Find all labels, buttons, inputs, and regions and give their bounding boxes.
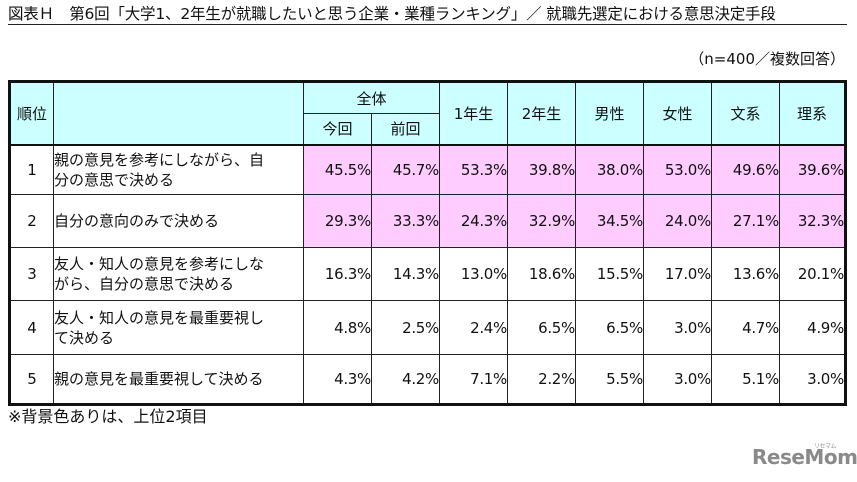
label-line: 親の意見を最重要視して決める [54,370,264,388]
value-year1: 2.4% [439,300,508,355]
logo-text: ReseMom [752,445,857,469]
value-year2: 32.9% [507,194,576,248]
table-row: 4 友人・知人の意見を最重要視し て決める 4.8% 2.5% 2.4% 6.5%… [9,300,846,355]
value-humanities: 4.7% [711,300,780,355]
value-year1: 24.3% [439,194,508,248]
rank-cell: 5 [9,354,54,405]
label-cell: 自分の意向のみで決める [53,194,304,248]
label-line: 自分の意向のみで決める [54,212,220,230]
label-line: 友人・知人の意見を最重要視し [54,308,265,327]
value-science: 39.6% [779,144,846,195]
value-previous: 2.5% [371,300,440,355]
footnote: ※背景色ありは、上位2項目 [8,407,208,426]
value-year2: 2.2% [507,354,576,405]
value-female: 3.0% [643,354,712,405]
rank-cell: 1 [9,144,54,195]
value-year1: 7.1% [439,354,508,405]
value-male: 34.5% [575,194,644,248]
title-underline [8,24,847,25]
logo-kana: リセマム [814,443,837,450]
value-male: 15.5% [575,247,644,301]
header-year1: 1年生 [439,81,508,146]
header-female: 女性 [643,81,712,146]
label-line: 親の意見を参考にしながら、自 [54,150,265,169]
header-previous: 前回 [371,113,440,146]
value-female: 53.0% [643,144,712,195]
table-row: 5 親の意見を最重要視して決める 4.3% 4.2% 7.1% 2.2% 5.5… [9,354,846,405]
value-female: 24.0% [643,194,712,248]
value-year2: 18.6% [507,247,576,301]
figure-title: 図表Ｈ 第6回「大学1、2年生が就職したいと思う企業・業種ランキング」／ 就職先… [8,5,776,23]
header-year2: 2年生 [507,81,576,146]
label-cell: 親の意見を最重要視して決める [53,354,304,405]
resemom-logo: ReseMom リセマム [752,443,857,469]
value-humanities: 5.1% [711,354,780,405]
label-line: がら、自分の意思で決める [54,275,235,293]
value-humanities: 13.6% [711,247,780,301]
value-male: 5.5% [575,354,644,405]
value-science: 20.1% [779,247,846,301]
value-current: 4.3% [303,354,372,405]
header-science: 理系 [779,81,846,146]
value-humanities: 27.1% [711,194,780,248]
value-current: 16.3% [303,247,372,301]
sample-size-note: （n=400／複数回答） [689,50,845,68]
header-male: 男性 [575,81,644,146]
value-year2: 39.8% [507,144,576,195]
label-line: て決める [54,328,115,347]
table-row: 2 自分の意向のみで決める 29.3% 33.3% 24.3% 32.9% 34… [9,194,846,248]
rank-cell: 2 [9,194,54,248]
value-male: 6.5% [575,300,644,355]
value-science: 32.3% [779,194,846,248]
header-humanities: 文系 [711,81,780,146]
header-current: 今回 [303,113,372,146]
value-year1: 53.3% [439,144,508,195]
table-row: 1 親の意見を参考にしながら、自 分の意思で決める 45.5% 45.7% 53.… [9,144,846,195]
value-female: 17.0% [643,247,712,301]
value-current: 45.5% [303,144,372,195]
value-current: 4.8% [303,300,372,355]
value-year1: 13.0% [439,247,508,301]
header-rank: 順位 [9,81,54,146]
ranking-table: 順位 全体 1年生 2年生 男性 女性 文系 理系 今回 前回 1 親の意見を参… [8,80,847,406]
value-current: 29.3% [303,194,372,248]
value-science: 3.0% [779,354,846,405]
value-previous: 45.7% [371,144,440,195]
rank-cell: 3 [9,247,54,301]
label-line: 分の意思で決める [54,170,175,189]
value-previous: 33.3% [371,194,440,248]
label-cell: 友人・知人の意見を最重要視し て決める [53,300,304,355]
label-cell: 親の意見を参考にしながら、自 分の意思で決める [53,144,304,195]
value-male: 38.0% [575,144,644,195]
value-previous: 14.3% [371,247,440,301]
value-female: 3.0% [643,300,712,355]
value-science: 4.9% [779,300,846,355]
table-row: 3 友人・知人の意見を参考にしな がら、自分の意思で決める 16.3% 14.3%… [9,247,846,301]
value-humanities: 49.6% [711,144,780,195]
label-cell: 友人・知人の意見を参考にしな がら、自分の意思で決める [53,247,304,301]
value-year2: 6.5% [507,300,576,355]
label-line: 友人・知人の意見を参考にしな [54,255,265,273]
value-previous: 4.2% [371,354,440,405]
header-label [53,81,304,146]
rank-cell: 4 [9,300,54,355]
header-group-all: 全体 [303,81,440,114]
